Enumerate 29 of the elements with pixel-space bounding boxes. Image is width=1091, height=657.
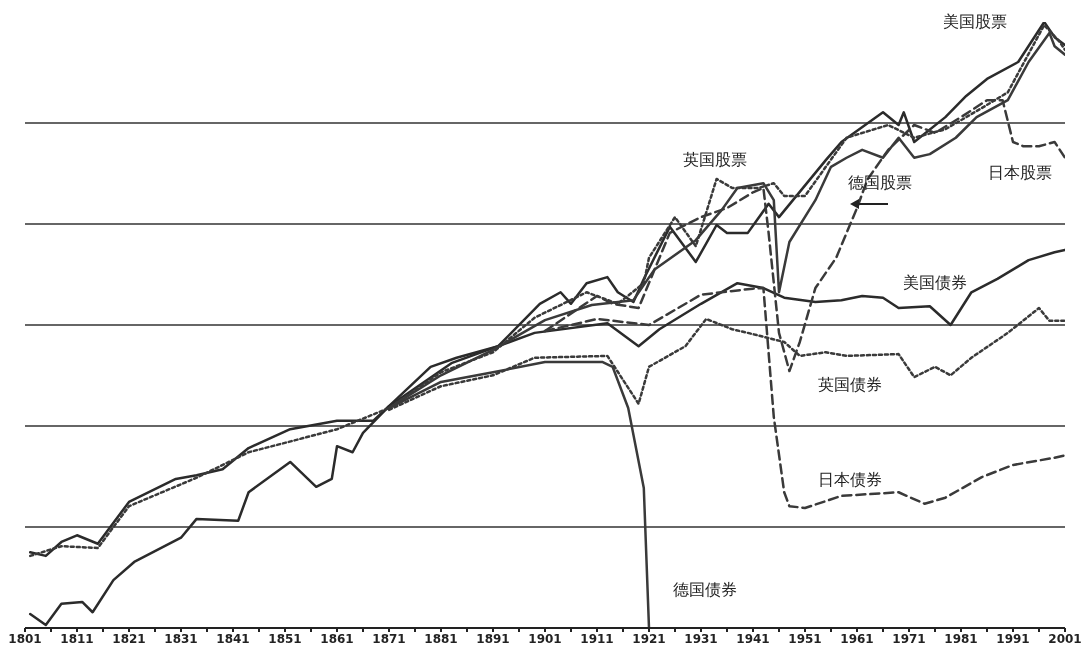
x-tick-label: 1841 (216, 631, 250, 646)
x-tick-label: 1801 (8, 631, 42, 646)
x-tick-label: 1891 (476, 631, 510, 646)
x-tick-label: 1981 (944, 631, 978, 646)
x-tick-label: 1951 (788, 631, 822, 646)
x-tick-label: 1921 (632, 631, 666, 646)
x-tick-label: 1971 (892, 631, 926, 646)
x-tick-label: 1881 (424, 631, 458, 646)
x-tick-label: 1961 (840, 631, 874, 646)
x-tick-label: 1861 (320, 631, 354, 646)
x-tick-label: 1941 (736, 631, 770, 646)
series-label: 德国债券 (673, 579, 737, 601)
series-label: 英国债券 (818, 374, 882, 396)
x-tick-label: 1851 (268, 631, 302, 646)
x-tick-label: 1911 (580, 631, 614, 646)
series-label: 英国股票 (683, 149, 747, 171)
x-tick-label: 1821 (112, 631, 146, 646)
x-tick-label: 1991 (996, 631, 1030, 646)
x-tick-label: 1871 (372, 631, 406, 646)
series-label: 美国债券 (903, 272, 967, 294)
x-tick-label: 1901 (528, 631, 562, 646)
series-label: 日本股票 (988, 162, 1052, 184)
x-tick-label: 2001 (1048, 631, 1082, 646)
series-label: 美国股票 (943, 11, 1007, 33)
series-label: 日本债券 (818, 469, 882, 491)
x-tick-label: 1811 (60, 631, 94, 646)
x-tick-label: 1831 (164, 631, 198, 646)
series-label: 德国股票 (848, 172, 912, 194)
x-tick-label: 1931 (684, 631, 718, 646)
